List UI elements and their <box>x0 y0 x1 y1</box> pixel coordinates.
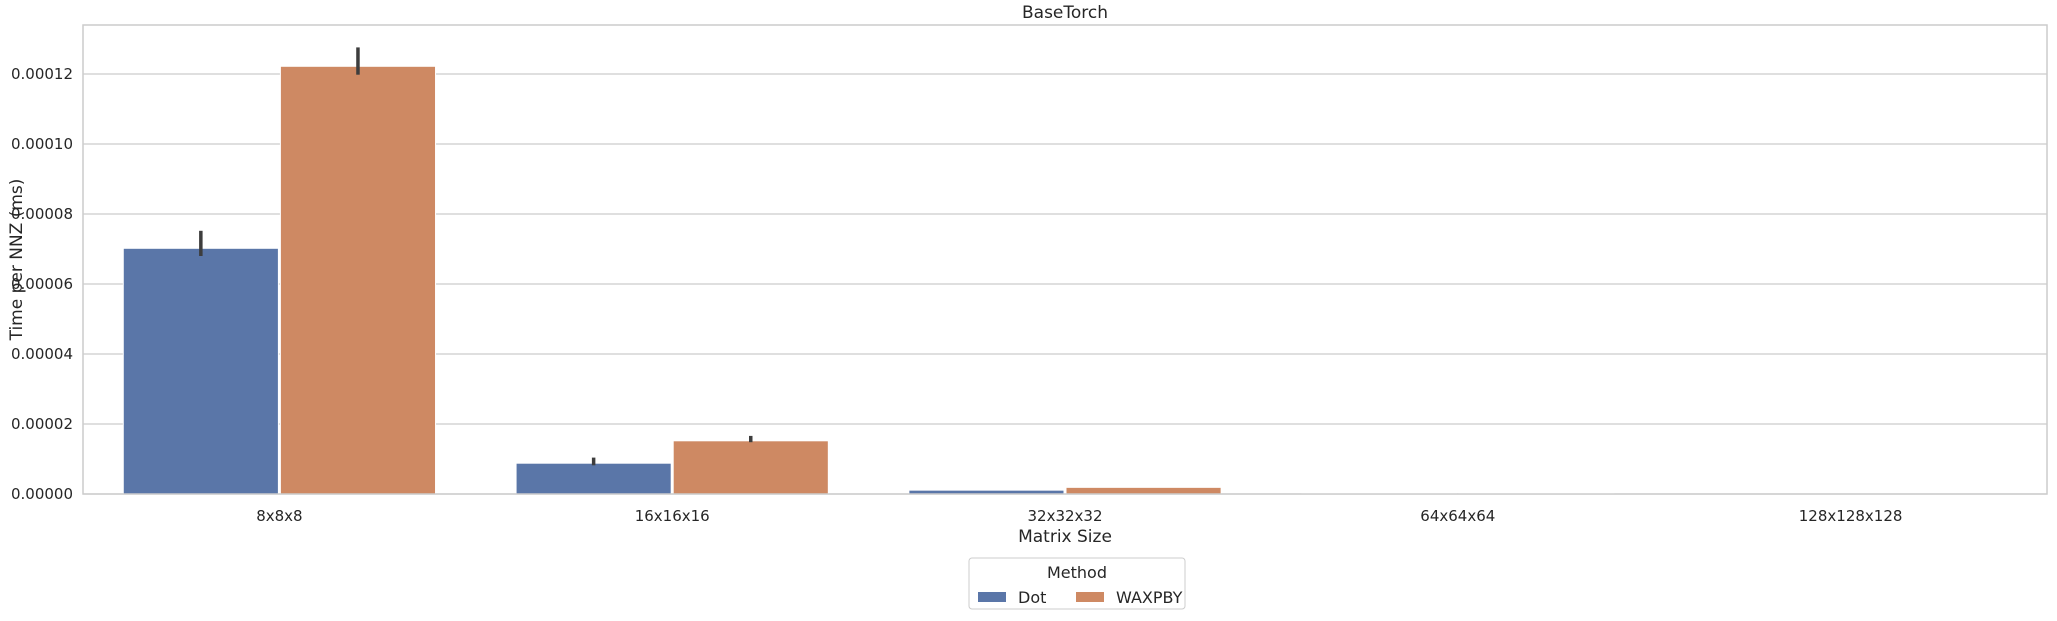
chart-title: BaseTorch <box>1022 3 1108 23</box>
y-tick-label: 0.00006 <box>11 275 73 293</box>
legend-swatch-waxpby <box>1076 592 1104 602</box>
x-tick-label: 32x32x32 <box>1027 507 1102 525</box>
y-tick-label: 0.00012 <box>11 65 73 83</box>
y-tick-label: 0.00000 <box>11 485 73 503</box>
plot-frame <box>82 24 2048 495</box>
x-axis-label: Matrix Size <box>1018 527 1112 547</box>
x-tick-label: 8x8x8 <box>256 507 302 525</box>
legend-label-dot: Dot <box>1018 588 1046 607</box>
x-tick-label: 128x128x128 <box>1799 507 1903 525</box>
legend: Method Dot WAXPBY <box>968 557 1186 610</box>
error-bars <box>199 47 753 466</box>
legend-label-waxpby: WAXPBY <box>1116 588 1183 607</box>
x-axis-ticks: 8x8x8 16x16x16 32x32x32 64x64x64 128x128x128 <box>256 507 1902 525</box>
legend-swatch-dot <box>978 592 1006 602</box>
bar-waxpby-8x8x8 <box>279 65 437 495</box>
bar-dot-8x8x8 <box>122 247 279 495</box>
x-tick-label: 16x16x16 <box>635 507 710 525</box>
x-tick-label: 64x64x64 <box>1420 507 1495 525</box>
bar-dot-16x16x16 <box>515 462 672 495</box>
bar-waxpby-32x32x32 <box>1065 486 1222 495</box>
y-tick-label: 0.00008 <box>11 205 73 223</box>
legend-title: Method <box>1047 563 1107 582</box>
bars <box>122 65 2008 495</box>
y-tick-label: 0.00002 <box>11 415 73 433</box>
bar-waxpby-16x16x16 <box>672 440 829 495</box>
y-tick-label: 0.00010 <box>11 135 73 153</box>
y-axis-label: Time per NNZ (ms) <box>7 179 27 342</box>
y-tick-label: 0.00004 <box>11 345 73 363</box>
legend-box <box>968 557 1186 610</box>
y-axis-ticks: 0.00000 0.00002 0.00004 0.00006 0.00008 0.000… <box>11 65 73 503</box>
